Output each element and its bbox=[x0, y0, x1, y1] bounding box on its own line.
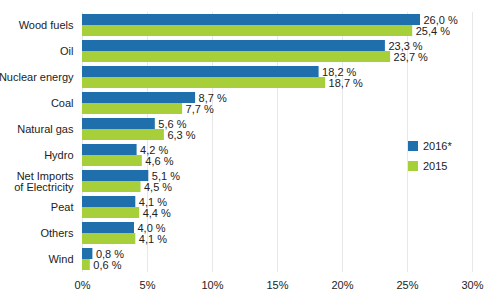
svg-text:4,2 %: 4,2 % bbox=[140, 143, 169, 156]
svg-text:0%: 0% bbox=[75, 279, 91, 291]
svg-text:Wood fuels: Wood fuels bbox=[19, 19, 74, 31]
svg-text:Net Importsof Electricity: Net Importsof Electricity bbox=[14, 170, 74, 193]
html-text:2016*: 2016* bbox=[423, 140, 452, 152]
svg-text:4,1 %: 4,1 % bbox=[139, 233, 167, 245]
svg-text:4,1 %: 4,1 % bbox=[138, 195, 167, 208]
svg-text:26,0 %: 26,0 % bbox=[423, 13, 458, 26]
svg-text:0,8 %: 0,8 % bbox=[95, 247, 124, 260]
svg-text:30%: 30% bbox=[461, 279, 483, 291]
svg-text:5%: 5% bbox=[140, 279, 156, 291]
svg-text:18,7 %: 18,7 % bbox=[329, 77, 363, 89]
svg-text:Nuclear energy: Nuclear energy bbox=[0, 71, 74, 83]
svg-text:15%: 15% bbox=[266, 279, 288, 291]
svg-text:8,7 %: 8,7 % bbox=[198, 91, 227, 104]
svg-text:10%: 10% bbox=[201, 279, 223, 291]
svg-text:25,4 %: 25,4 % bbox=[416, 25, 450, 37]
svg-text:4,0 %: 4,0 % bbox=[137, 221, 166, 234]
svg-text:5,1 %: 5,1 % bbox=[151, 169, 180, 182]
html-text:2015: 2015 bbox=[423, 160, 448, 172]
svg-text:Hydro: Hydro bbox=[44, 149, 73, 161]
svg-text:6,3 %: 6,3 % bbox=[167, 129, 195, 141]
svg-text:Wind: Wind bbox=[48, 253, 73, 265]
svg-text:25%: 25% bbox=[396, 279, 418, 291]
svg-text:Coal: Coal bbox=[51, 97, 74, 109]
svg-text:0,6 %: 0,6 % bbox=[93, 259, 121, 271]
svg-text:7,7 %: 7,7 % bbox=[186, 103, 214, 115]
svg-text:5,6 %: 5,6 % bbox=[158, 117, 187, 130]
svg-text:Peat: Peat bbox=[51, 201, 74, 213]
svg-text:4,4 %: 4,4 % bbox=[143, 207, 171, 219]
svg-text:18,2 %: 18,2 % bbox=[322, 65, 357, 78]
svg-text:4,6 %: 4,6 % bbox=[145, 155, 173, 167]
svg-text:Oil: Oil bbox=[60, 45, 73, 57]
svg-text:4,5 %: 4,5 % bbox=[144, 181, 172, 193]
svg-text:20%: 20% bbox=[331, 279, 353, 291]
svg-text:Others: Others bbox=[40, 227, 74, 239]
svg-text:23,3 %: 23,3 % bbox=[388, 39, 423, 52]
svg-text:23,7 %: 23,7 % bbox=[394, 51, 428, 63]
svg-text:Natural gas: Natural gas bbox=[17, 123, 74, 135]
